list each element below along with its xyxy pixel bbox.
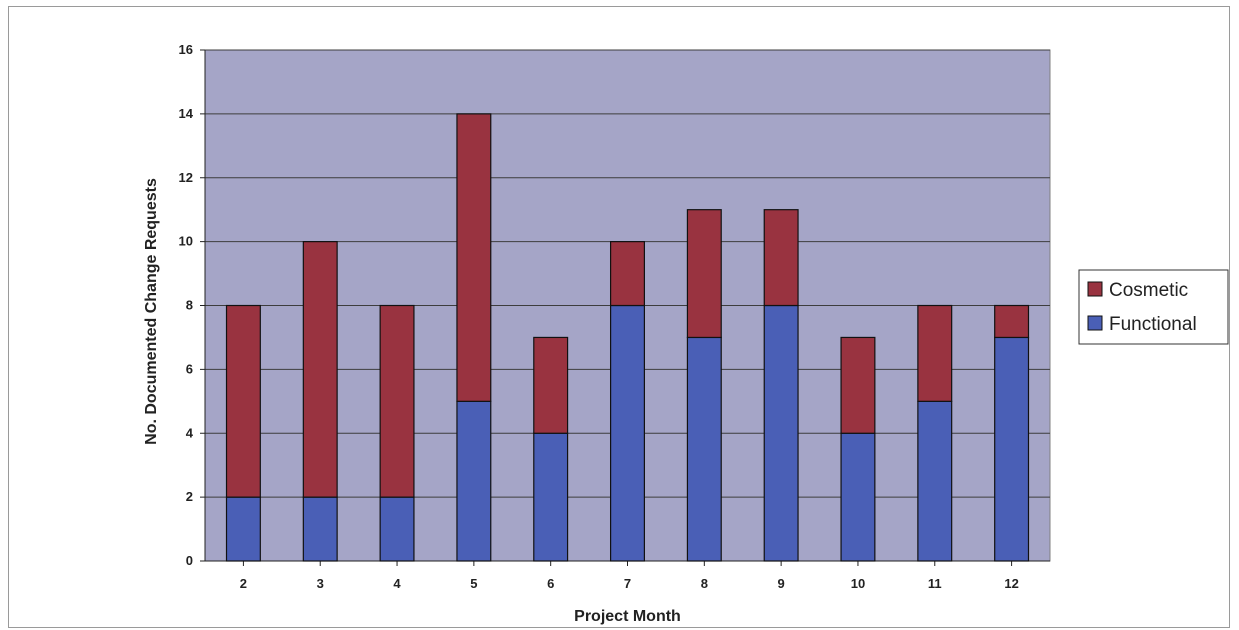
bar-functional-11 bbox=[917, 400, 953, 562]
x-tick-label: 7 bbox=[624, 576, 631, 591]
x-tick-label: 12 bbox=[1004, 576, 1018, 591]
bar-functional-12 bbox=[994, 336, 1030, 562]
bar-cosmetic-5 bbox=[456, 113, 492, 402]
bar-cosmetic-4 bbox=[379, 304, 415, 498]
x-axis-title: Project Month bbox=[574, 608, 681, 625]
bar-functional-7 bbox=[609, 304, 645, 562]
bar-cosmetic-11 bbox=[917, 304, 953, 402]
bar-cosmetic-2 bbox=[225, 304, 261, 498]
bar-cosmetic-10 bbox=[840, 336, 876, 434]
bar-functional-3 bbox=[302, 496, 338, 562]
legend-swatch-cosmetic bbox=[1087, 281, 1103, 297]
y-tick-label: 12 bbox=[179, 170, 193, 185]
bar-functional-9 bbox=[763, 304, 799, 562]
y-tick-label: 2 bbox=[186, 489, 193, 504]
y-tick-label: 6 bbox=[186, 361, 193, 376]
x-tick-label: 5 bbox=[470, 576, 477, 591]
bar-functional-2 bbox=[225, 496, 261, 562]
legend-box bbox=[1078, 269, 1229, 345]
x-tick-label: 2 bbox=[240, 576, 247, 591]
legend-label-functional: Functional bbox=[1109, 314, 1197, 335]
x-tick-label: 9 bbox=[778, 576, 785, 591]
x-tick-label: 6 bbox=[547, 576, 554, 591]
legend-label-cosmetic: Cosmetic bbox=[1109, 280, 1188, 301]
x-tick-label: 11 bbox=[928, 576, 942, 591]
y-tick-label: 0 bbox=[186, 553, 193, 568]
x-tick-label: 10 bbox=[851, 576, 865, 591]
bar-functional-8 bbox=[686, 336, 722, 562]
y-tick-label: 16 bbox=[179, 42, 193, 57]
bars bbox=[225, 113, 1030, 562]
y-tick-label: 10 bbox=[179, 234, 193, 249]
x-tick-label: 4 bbox=[393, 576, 401, 591]
x-tick-label: 3 bbox=[317, 576, 324, 591]
bar-cosmetic-6 bbox=[533, 336, 569, 434]
y-tick-label: 4 bbox=[186, 425, 194, 440]
bar-cosmetic-9 bbox=[763, 209, 799, 307]
tick-labels: 0 2 4 6 8 10 12 14 16 2 3 4 5 6 7 8 9 10 11 12 bbox=[179, 42, 1019, 591]
legend-swatch-functional bbox=[1087, 315, 1103, 331]
bar-functional-5 bbox=[456, 400, 492, 562]
y-axis-title: No. Documented Change Requests bbox=[143, 178, 160, 445]
legend: Cosmetic Functional bbox=[1078, 269, 1229, 345]
bar-cosmetic-7 bbox=[609, 241, 645, 307]
bar-functional-6 bbox=[533, 432, 569, 562]
bar-cosmetic-3 bbox=[302, 241, 338, 498]
y-tick-label: 8 bbox=[186, 298, 193, 313]
y-tick-label: 14 bbox=[179, 106, 194, 121]
bar-cosmetic-12 bbox=[994, 304, 1030, 339]
bar-cosmetic-8 bbox=[686, 209, 722, 339]
bar-functional-4 bbox=[379, 496, 415, 562]
x-tick-label: 8 bbox=[701, 576, 708, 591]
bar-functional-10 bbox=[840, 432, 876, 562]
